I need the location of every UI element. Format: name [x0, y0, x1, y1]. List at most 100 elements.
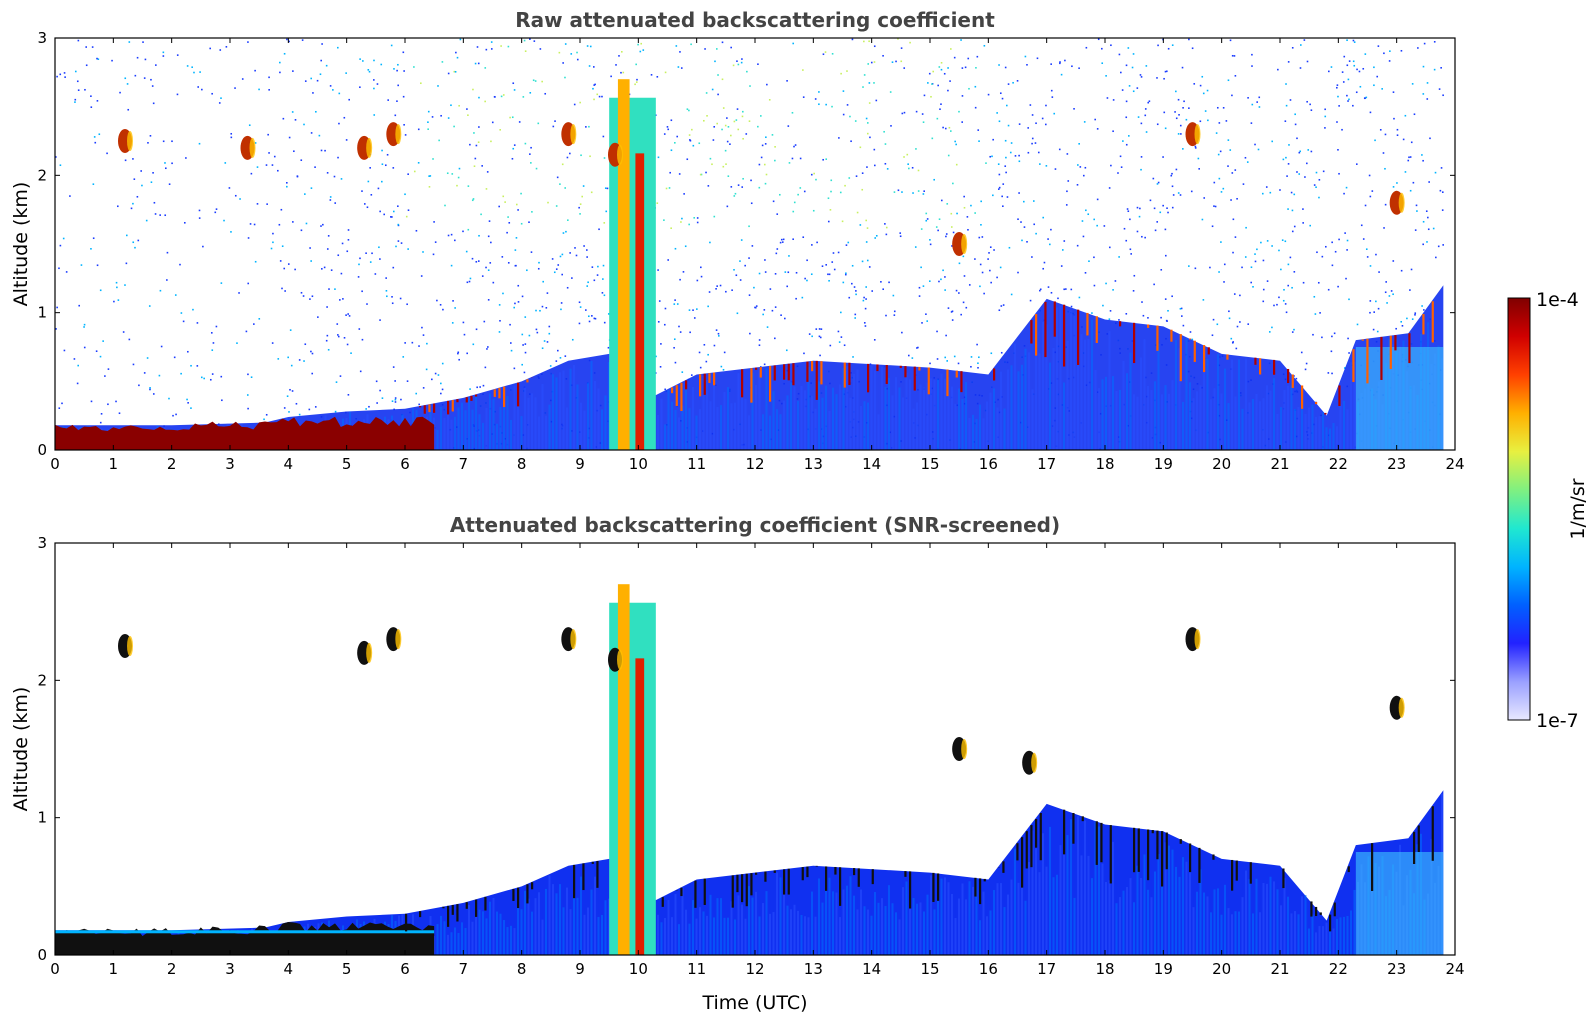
noise-dot: [1054, 168, 1057, 170]
noise-dot: [1423, 42, 1426, 45]
noise-dot: [764, 271, 767, 273]
noise-dot: [469, 388, 471, 390]
noise-dot: [311, 295, 314, 298]
noise-dot: [1285, 83, 1287, 85]
noise-dot: [1432, 227, 1435, 230]
noise-dot: [899, 235, 902, 238]
noise-dot: [705, 360, 708, 363]
noise-dot: [1181, 315, 1183, 317]
noise-dot: [967, 57, 970, 60]
noise-dot: [198, 209, 201, 212]
streak: [1231, 914, 1233, 955]
noise-dot: [1433, 68, 1436, 71]
noise-dot: [509, 323, 511, 326]
noise-dot: [974, 85, 977, 88]
noise-dot: [1342, 81, 1345, 83]
streak: [440, 915, 442, 955]
noise-dot: [348, 98, 350, 101]
noise-dot: [1164, 228, 1167, 231]
x-tick-label: 19: [1154, 455, 1173, 473]
bl-streak: [671, 387, 674, 394]
noise-dot: [437, 85, 439, 87]
x-tick-label: 22: [1329, 455, 1348, 473]
noise-dot: [1137, 116, 1140, 118]
bl-streak: [1315, 906, 1318, 917]
noise-dot: [417, 128, 420, 131]
noise-dot: [784, 317, 786, 320]
noise-dot: [1396, 128, 1399, 131]
noise-dot: [1293, 193, 1296, 196]
bl-streak: [773, 870, 776, 873]
noise-dot: [583, 245, 585, 247]
noise-dot: [1422, 220, 1425, 223]
noise-dot: [140, 170, 142, 172]
noise-dot: [791, 157, 794, 160]
noise-dot: [1355, 91, 1358, 94]
noise-dot: [422, 387, 425, 389]
noise-dot: [1125, 143, 1128, 146]
noise-dot: [635, 63, 637, 66]
streak: [856, 909, 859, 955]
noise-dot: [1206, 89, 1209, 92]
noise-dot: [102, 340, 104, 342]
noise-dot: [722, 165, 725, 168]
x-tick-label: 7: [459, 455, 469, 473]
noise-dot: [1306, 60, 1309, 63]
x-tick-label: 10: [629, 960, 648, 978]
noise-dot: [918, 295, 921, 297]
streak: [1280, 407, 1282, 450]
noise-dot: [866, 132, 869, 135]
streak: [993, 890, 995, 955]
noise-dot: [1414, 229, 1417, 231]
streak: [1175, 866, 1177, 955]
noise-dot: [428, 175, 430, 177]
streak: [1231, 359, 1233, 450]
noise-dot: [705, 92, 708, 94]
noise-dot: [724, 124, 727, 127]
noise-dot: [500, 95, 503, 98]
noise-dot: [762, 313, 764, 316]
noise-dot: [989, 246, 992, 248]
streak: [1084, 820, 1086, 955]
noise-dot: [1207, 119, 1209, 122]
noise-dot: [1409, 156, 1412, 158]
noise-dot: [1302, 281, 1305, 284]
streak: [1122, 360, 1125, 450]
boundary-layer-top: [419, 301, 1434, 415]
cloud-edge: [1398, 697, 1405, 718]
noise-dot: [362, 60, 364, 62]
noise-dot: [1051, 96, 1054, 98]
noise-dot: [69, 195, 71, 197]
noise-dot: [707, 353, 709, 356]
noise-dot: [748, 294, 751, 296]
noise-dot: [951, 310, 954, 313]
streak: [986, 916, 988, 955]
noise-dot: [458, 104, 460, 107]
streak: [685, 909, 687, 955]
noise-dot: [1179, 124, 1182, 127]
noise-dot: [147, 142, 149, 144]
noise-dot: [717, 93, 719, 96]
bl-streak: [899, 365, 902, 368]
noise-dot: [772, 200, 775, 203]
bl-streak: [1422, 314, 1425, 335]
noise-dot: [415, 392, 418, 395]
noise-dot: [330, 269, 333, 271]
noise-dot: [1306, 100, 1308, 103]
noise-dot: [1402, 138, 1405, 141]
noise-dot: [542, 280, 545, 283]
noise-dot: [937, 229, 939, 232]
noise-dot: [598, 228, 600, 231]
noise-dot: [1193, 83, 1196, 85]
noise-dot: [1031, 114, 1034, 116]
noise-dot: [570, 53, 573, 55]
noise-dot: [660, 343, 662, 345]
raw-x-ticks: 0 1 2 3 4 5 6 7 8 9 10 11 12 13 14 15 16 17 18 19 20 21 22 23 24: [50, 38, 1465, 473]
noise-dot: [1279, 189, 1281, 191]
noise-dot: [138, 384, 140, 387]
noise-dot: [283, 407, 286, 409]
noise-dot: [799, 157, 802, 160]
noise-dot: [1063, 288, 1065, 291]
noise-dot: [484, 366, 487, 369]
noise-dot: [318, 134, 321, 137]
